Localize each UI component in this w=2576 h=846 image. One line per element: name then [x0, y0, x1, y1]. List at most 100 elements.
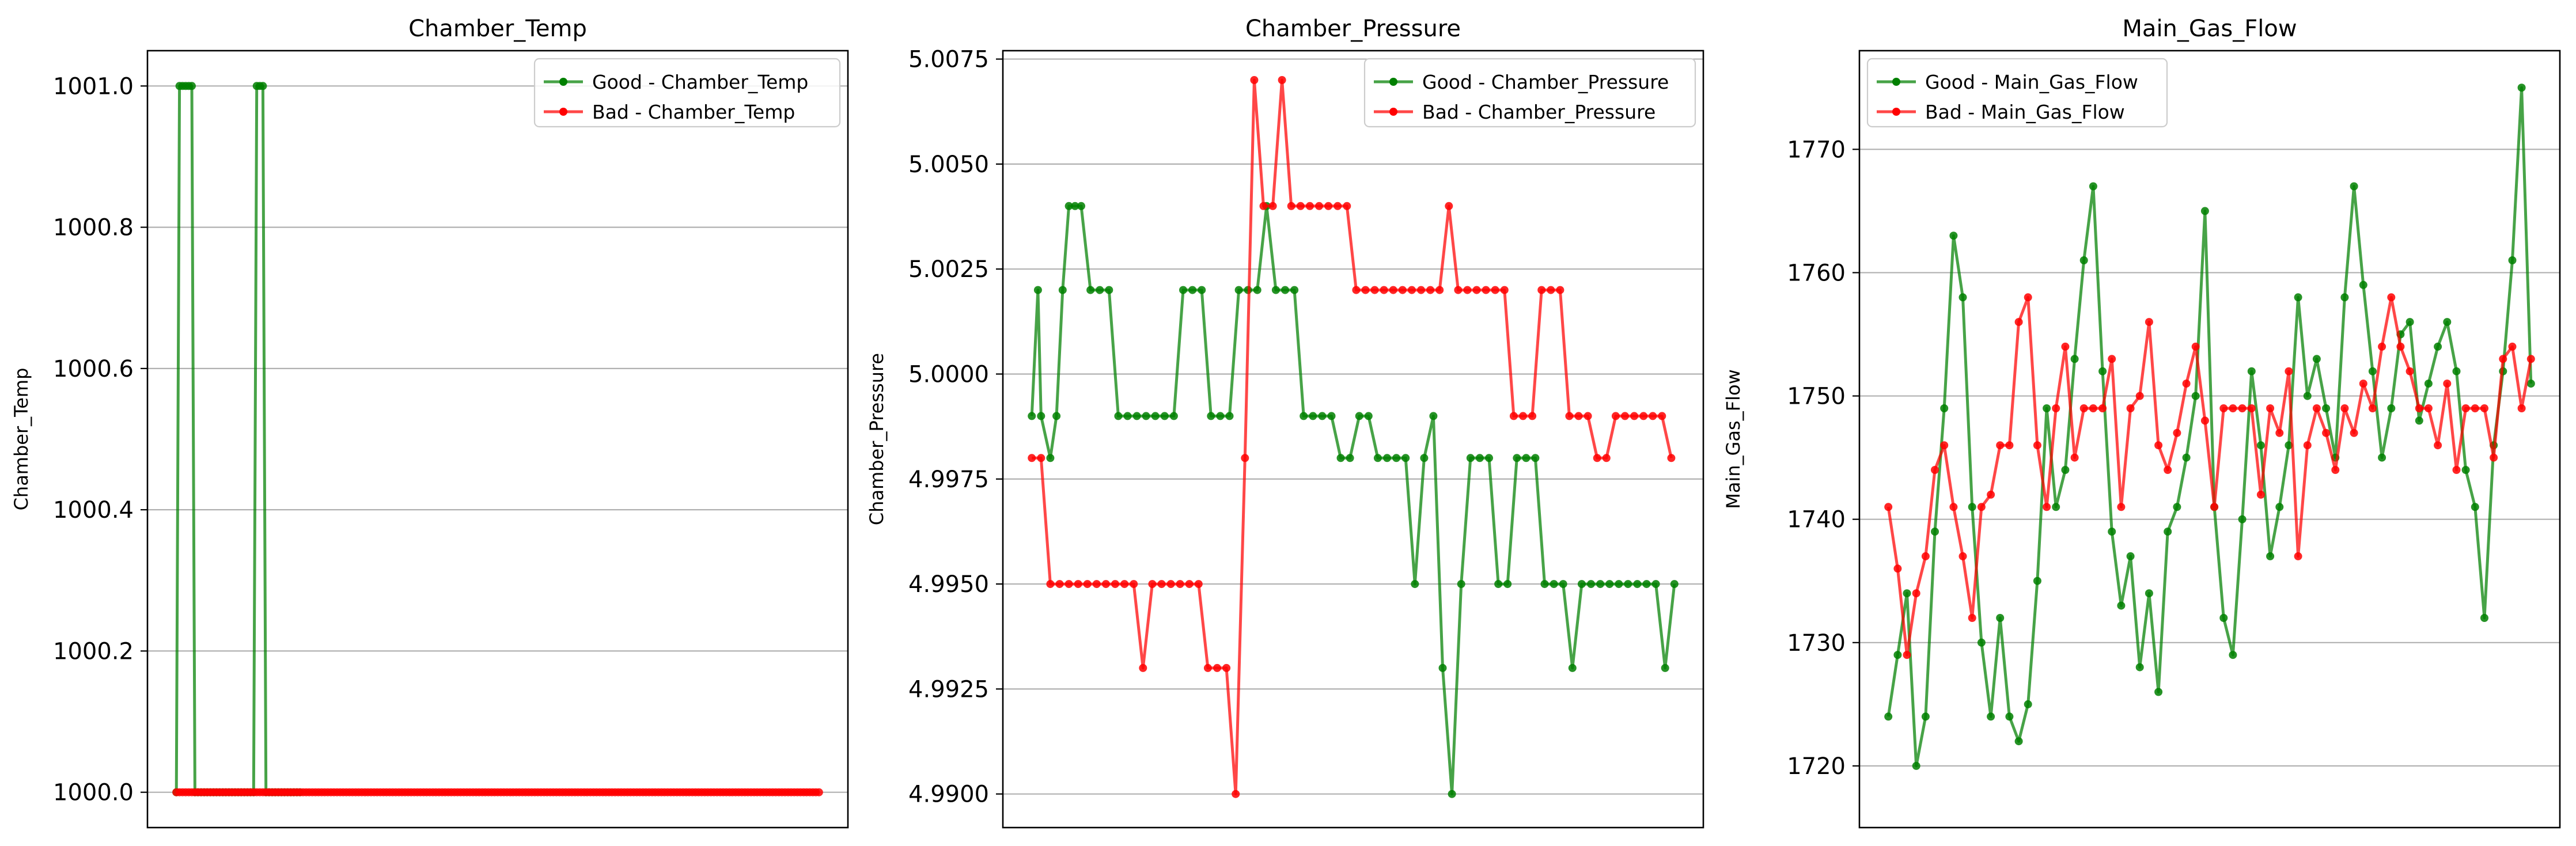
data-point	[2303, 441, 2312, 450]
data-point	[1522, 454, 1531, 462]
data-point	[1361, 286, 1370, 294]
data-point	[2434, 342, 2442, 351]
y-tick-label: 4.9950	[908, 571, 989, 598]
data-point	[1086, 286, 1095, 294]
data-point	[2238, 404, 2247, 412]
data-point	[1996, 614, 2005, 622]
data-point	[259, 82, 267, 90]
data-point	[2117, 601, 2126, 610]
data-point	[1670, 580, 1679, 589]
data-point	[2480, 614, 2488, 622]
data-point	[1300, 412, 1308, 420]
data-point	[815, 788, 823, 796]
data-point	[1336, 454, 1345, 462]
data-point	[2471, 404, 2479, 412]
data-point	[1213, 663, 1221, 672]
data-point	[1364, 412, 1373, 420]
data-point	[2024, 700, 2032, 708]
data-point	[1207, 412, 1215, 420]
data-point	[1290, 286, 1299, 294]
data-point	[2405, 318, 2414, 327]
legend-entry-label: Good - Main_Gas_Flow	[1925, 71, 2138, 93]
legend-box	[1866, 58, 2168, 128]
chart-title: Main_Gas_Flow	[2122, 16, 2297, 42]
data-point	[1101, 580, 1110, 589]
data-point	[1398, 286, 1407, 294]
data-point	[2517, 404, 2526, 412]
data-point	[1120, 580, 1129, 589]
legend-swatch-marker	[1389, 108, 1397, 116]
data-point	[1077, 202, 1085, 210]
data-point	[1667, 454, 1676, 462]
y-tick-label: 1730	[1787, 630, 1846, 657]
data-point	[2145, 318, 2153, 327]
data-point	[2005, 712, 2014, 721]
data-point	[1537, 286, 1546, 294]
data-point	[1071, 202, 1079, 210]
data-point	[1633, 580, 1642, 589]
data-point	[2061, 466, 2070, 474]
data-point	[2219, 404, 2228, 412]
data-point	[1151, 412, 1160, 420]
data-point	[188, 82, 196, 90]
y-axis-label: Main_Gas_Flow	[1722, 369, 1744, 509]
data-point	[2164, 466, 2172, 474]
data-point	[2322, 404, 2331, 412]
data-point	[1028, 454, 1036, 462]
data-point	[1380, 286, 1388, 294]
data-point	[1577, 580, 1586, 589]
y-tick-label: 5.0050	[908, 151, 989, 178]
series-line	[1032, 78, 1673, 796]
data-point	[2005, 441, 2014, 450]
data-point	[1621, 412, 1629, 420]
data-point	[2443, 318, 2452, 327]
data-point	[1411, 580, 1419, 589]
data-point	[1216, 412, 1225, 420]
data-point	[1596, 580, 1605, 589]
series-line	[1030, 204, 1676, 796]
data-point	[2108, 528, 2116, 536]
data-point	[1194, 580, 1203, 589]
data-point	[1884, 712, 1893, 721]
data-point	[1593, 454, 1601, 462]
data-point	[2126, 404, 2135, 412]
data-point	[1503, 580, 1512, 589]
data-point	[1940, 404, 1949, 412]
data-point	[2294, 293, 2302, 302]
data-point	[1639, 412, 1648, 420]
series-good	[1028, 202, 1679, 798]
data-point	[2182, 380, 2191, 388]
data-point	[1475, 454, 1484, 462]
data-point	[1550, 580, 1558, 589]
data-point	[1355, 412, 1363, 420]
series-line	[1886, 86, 2533, 768]
data-point	[1315, 202, 1323, 210]
data-point	[1259, 202, 1268, 210]
data-point	[1568, 663, 1577, 672]
data-point	[2294, 552, 2302, 560]
data-point	[1346, 454, 1354, 462]
data-point	[2126, 552, 2135, 560]
data-point	[2415, 404, 2423, 412]
data-point	[1466, 454, 1475, 462]
data-point	[1225, 412, 1234, 420]
data-point	[2033, 441, 2041, 450]
data-point	[2256, 490, 2265, 499]
data-point	[1463, 286, 1472, 294]
data-point	[1531, 454, 1540, 462]
data-point	[2526, 380, 2535, 388]
data-point	[2452, 367, 2461, 375]
series-bad	[1028, 76, 1676, 798]
data-point	[1166, 580, 1175, 589]
data-point	[1454, 286, 1463, 294]
data-point	[2359, 380, 2367, 388]
data-point	[1327, 412, 1336, 420]
data-point	[2275, 503, 2284, 511]
data-point	[1420, 454, 1429, 462]
data-point	[2210, 503, 2219, 511]
data-point	[1176, 580, 1184, 589]
data-point	[1250, 76, 1259, 84]
y-tick-label: 1760	[1787, 260, 1846, 286]
data-point	[2452, 466, 2461, 474]
